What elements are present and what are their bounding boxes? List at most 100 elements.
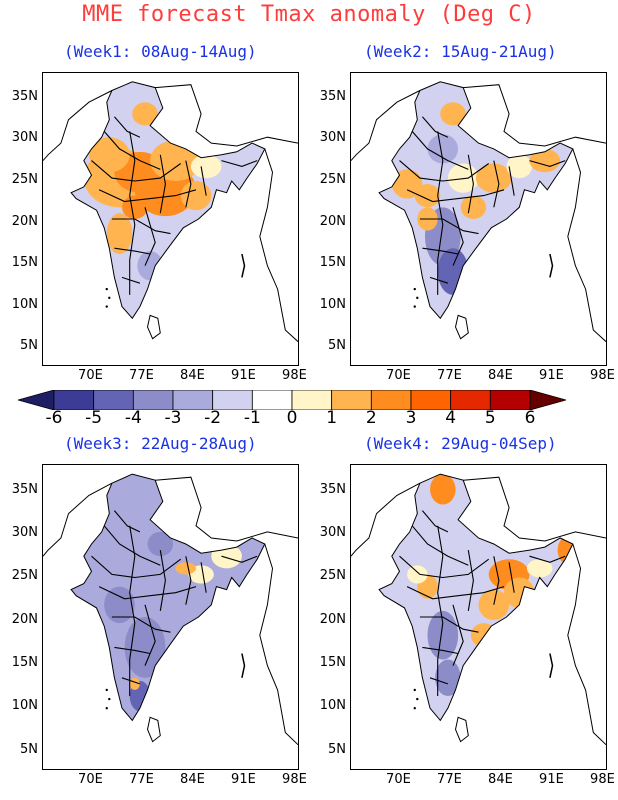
- colorbar-swatch: [529, 390, 566, 410]
- colorbar-swatch: [370, 390, 412, 410]
- anomaly-region: [440, 102, 466, 126]
- state-border: [437, 131, 444, 295]
- lat-tick-label: 30N: [319, 130, 346, 146]
- panel-3-title: (Week3: 22Aug-28Aug): [64, 434, 257, 453]
- state-border: [159, 550, 166, 611]
- state-border: [91, 555, 182, 579]
- colorbar-label: 6: [524, 408, 536, 428]
- lon-tick-label: 98E: [590, 772, 615, 787]
- state-border: [467, 154, 474, 214]
- lon-tick-label: 84E: [180, 772, 205, 787]
- anomaly-region: [427, 134, 459, 164]
- lat-tick-label: 20N: [11, 213, 38, 229]
- neighbor-border: [259, 543, 298, 746]
- lon-tick-label: 77E: [437, 772, 462, 787]
- lon-tick-label: 91E: [231, 368, 256, 383]
- map-panel-week3: [42, 464, 299, 770]
- state-border: [159, 154, 166, 214]
- country-border: [378, 473, 574, 722]
- state-border: [221, 555, 258, 563]
- state-border: [429, 276, 449, 284]
- colorbar-swatch: [291, 390, 333, 410]
- anomaly-region: [129, 283, 151, 307]
- anomaly-region: [430, 474, 456, 505]
- lat-tick-label: 10N: [11, 296, 38, 312]
- colorbar-label: 2: [365, 408, 377, 428]
- state-border: [221, 160, 258, 167]
- lakshadweep-dot: [416, 697, 419, 701]
- lat-tick-label: 10N: [319, 296, 346, 312]
- sri-lanka-outline: [146, 314, 161, 340]
- state-border: [422, 646, 459, 655]
- lon-tick-label: 91E: [539, 772, 564, 787]
- state-border: [111, 218, 171, 235]
- lat-tick-label: 25N: [319, 172, 346, 188]
- colorbar-swatch: [132, 390, 174, 410]
- colorbar-label: -1: [243, 408, 261, 428]
- state-border: [129, 131, 136, 295]
- anomaly-region: [437, 248, 469, 295]
- lat-tick-label: 20N: [319, 611, 346, 627]
- colorbar-swatch: [410, 390, 452, 410]
- state-border: [103, 131, 161, 170]
- state-border: [411, 131, 469, 170]
- lat-tick-label: 25N: [319, 568, 346, 584]
- state-border: [437, 525, 444, 696]
- lon-tick-label: 77E: [129, 368, 154, 383]
- state-border: [421, 116, 449, 138]
- neighbor-border: [567, 148, 606, 342]
- map-canvas: [351, 473, 606, 746]
- state-border: [419, 616, 479, 633]
- lakshadweep-dot: [105, 707, 108, 710]
- colorbar-label: -4: [124, 408, 142, 428]
- land-fill: [379, 474, 573, 721]
- lakshadweep-dot: [413, 688, 416, 692]
- anomaly-region: [211, 544, 242, 569]
- state-border: [429, 677, 449, 685]
- country-border: [70, 81, 266, 320]
- lat-tick-label: 5N: [328, 338, 346, 354]
- lat-tick-label: 15N: [319, 255, 346, 271]
- state-border: [406, 586, 505, 600]
- state-border: [419, 218, 479, 235]
- state-border: [114, 646, 151, 655]
- lat-tick-label: 35N: [319, 88, 346, 104]
- neighbor-border: [155, 84, 298, 147]
- lat-tick-label: 30N: [11, 130, 38, 146]
- country-border: [70, 473, 266, 722]
- sri-lanka-outline: [146, 716, 161, 743]
- map-canvas: [43, 473, 298, 746]
- anomaly-region: [124, 617, 166, 678]
- andaman-islands: [549, 653, 554, 678]
- state-border: [452, 604, 464, 666]
- lon-tick-label: 91E: [539, 368, 564, 383]
- andaman-islands: [241, 253, 246, 278]
- lat-tick-label: 5N: [328, 741, 346, 757]
- lon-tick-label: 77E: [437, 368, 462, 383]
- anomaly-region: [190, 154, 222, 179]
- anomaly-region: [104, 586, 135, 624]
- lon-tick-label: 84E: [180, 368, 205, 383]
- lon-tick-label: 70E: [386, 368, 411, 383]
- sri-lanka-outline: [454, 716, 469, 743]
- lat-tick-label: 20N: [319, 213, 346, 229]
- lat-tick-label: 5N: [20, 741, 38, 757]
- neighbor-border: [351, 482, 421, 557]
- state-border: [411, 525, 469, 566]
- state-border: [422, 247, 459, 255]
- neighbor-border: [43, 90, 113, 161]
- anomaly-region: [478, 589, 510, 621]
- colorbar-swatch: [251, 390, 293, 410]
- anomaly-region: [407, 565, 428, 584]
- state-border: [91, 160, 182, 182]
- colorbar-swatch: [18, 390, 55, 410]
- colorbar-label: -5: [85, 408, 103, 428]
- lat-tick-label: 15N: [319, 655, 346, 671]
- lakshadweep-dot: [413, 287, 416, 291]
- colorbar-swatch: [212, 390, 253, 410]
- state-border: [121, 276, 141, 284]
- lakshadweep-dot: [105, 305, 108, 308]
- anomaly-region: [427, 610, 459, 660]
- state-border: [185, 556, 192, 605]
- lon-tick-label: 70E: [78, 368, 103, 383]
